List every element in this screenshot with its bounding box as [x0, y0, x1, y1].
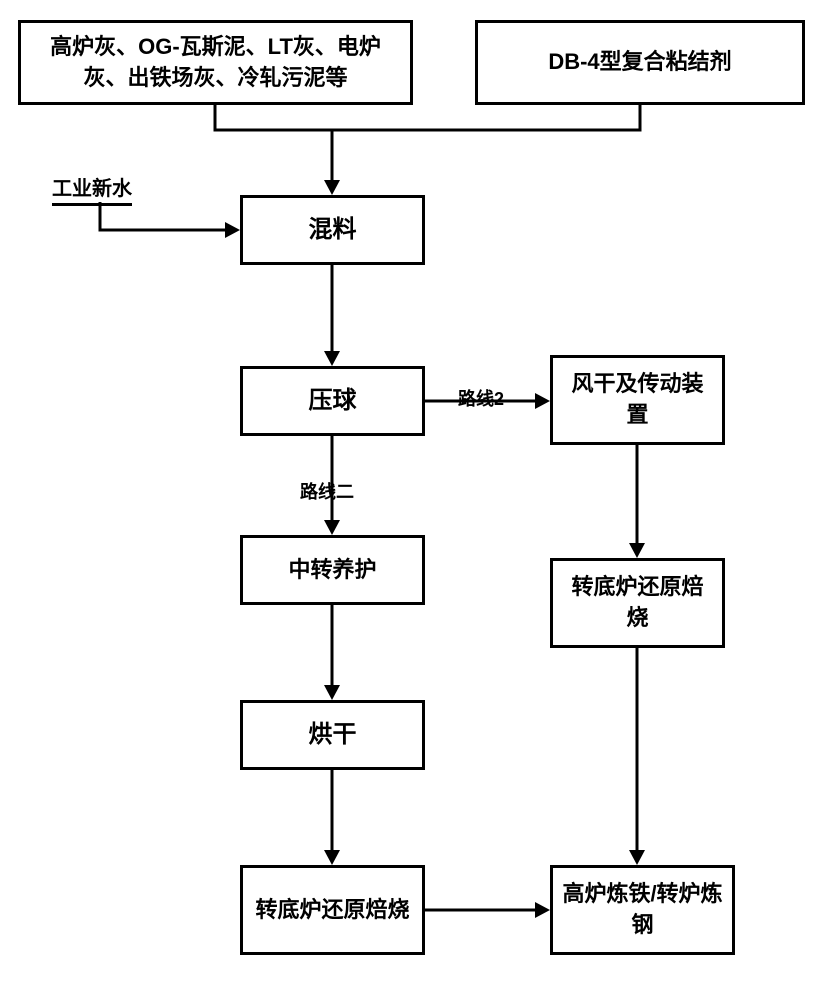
input-left-text: 高炉灰、OG-瓦斯泥、LT灰、电炉灰、出铁场灰、冷轧污泥等	[29, 32, 402, 94]
rhf-left-text: 转底炉还原焙烧	[255, 895, 409, 926]
arrow-curing-drying	[324, 685, 340, 700]
arrow-press-airdry	[535, 393, 550, 409]
edge-input-right	[332, 105, 640, 130]
route-two-label: 路线二	[300, 478, 354, 504]
route2-label: 路线2	[458, 385, 504, 411]
final-box: 高炉炼铁/转炉炼钢	[550, 865, 735, 955]
connectors-svg	[0, 0, 827, 1000]
press-text: 压球	[309, 384, 357, 418]
water-label: 工业新水	[52, 172, 132, 206]
arrow-drying-rhfleft	[324, 850, 340, 865]
rhf-right-box: 转底炉还原焙烧	[550, 558, 725, 648]
arrow-to-mix	[324, 180, 340, 195]
drying-text: 烘干	[309, 718, 357, 752]
edge-input-left	[215, 105, 332, 130]
edge-water	[100, 202, 230, 230]
arrow-airdry-rhf	[629, 543, 645, 558]
arrow-water	[225, 222, 240, 238]
drying-box: 烘干	[240, 700, 425, 770]
input-left-box: 高炉灰、OG-瓦斯泥、LT灰、电炉灰、出铁场灰、冷轧污泥等	[18, 20, 413, 105]
rhf-right-text: 转底炉还原焙烧	[561, 572, 714, 634]
press-box: 压球	[240, 366, 425, 436]
input-right-box: DB-4型复合粘结剂	[475, 20, 805, 105]
mix-text: 混料	[309, 213, 357, 247]
arrow-rhfleft-final	[535, 902, 550, 918]
curing-box: 中转养护	[240, 535, 425, 605]
final-text: 高炉炼铁/转炉炼钢	[561, 879, 724, 941]
input-right-text: DB-4型复合粘结剂	[548, 47, 731, 78]
arrow-mix-press	[324, 351, 340, 366]
arrow-rhfright-final	[629, 850, 645, 865]
mix-box: 混料	[240, 195, 425, 265]
arrow-press-curing	[324, 520, 340, 535]
rhf-left-box: 转底炉还原焙烧	[240, 865, 425, 955]
air-dry-box: 风干及传动装置	[550, 355, 725, 445]
air-dry-text: 风干及传动装置	[561, 369, 714, 431]
curing-text: 中转养护	[288, 555, 376, 586]
